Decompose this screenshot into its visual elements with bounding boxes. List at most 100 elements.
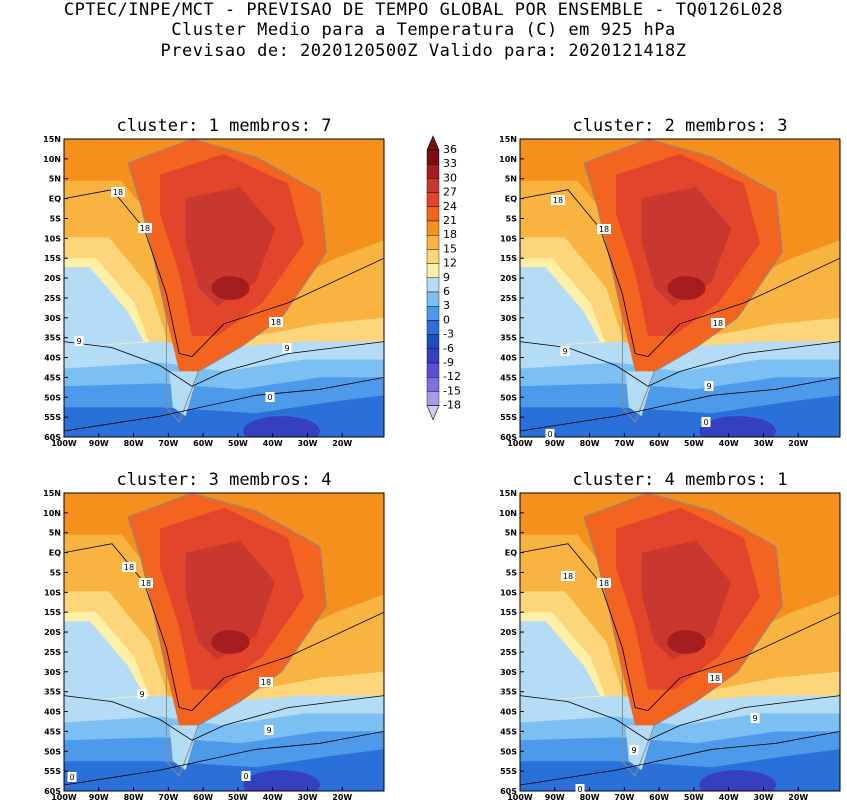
colorbar-label: -6 <box>443 342 454 355</box>
lat-label: 10S <box>500 588 517 597</box>
colorbar-swatch <box>426 206 440 222</box>
lat-label: 30S <box>44 314 61 323</box>
lon-label: 60W <box>649 793 669 802</box>
contour-label-bg <box>269 317 283 327</box>
lon-label: 90W <box>545 793 565 802</box>
coastline <box>127 139 327 424</box>
contour-label-bg <box>265 392 275 402</box>
map-field <box>520 493 840 791</box>
temp-band-30 <box>641 186 732 306</box>
coastline <box>127 493 327 778</box>
lat-label: 40S <box>44 708 61 717</box>
lat-label: 30S <box>500 314 517 323</box>
lon-label: 20W <box>788 793 808 802</box>
colorbar-label: 33 <box>443 157 457 170</box>
lon-label: 70W <box>614 439 634 448</box>
contour-label-bg <box>629 745 639 755</box>
lon-label: 60W <box>193 793 213 802</box>
map-field <box>64 139 384 437</box>
contour-label: 9 <box>562 347 567 356</box>
lat-label: EQ <box>49 195 61 204</box>
contour-label: 0 <box>547 430 552 439</box>
lat-label: 45S <box>44 727 61 736</box>
colorbar-label: 12 <box>443 257 457 270</box>
colorbar-label: 0 <box>443 313 450 326</box>
temp-band-minus6 <box>699 416 776 437</box>
lat-label: 50S <box>500 393 517 402</box>
lon-label: 20W <box>332 439 352 448</box>
temp-band-30 <box>185 540 276 660</box>
lat-label: 15S <box>500 254 517 263</box>
lon-label: 60W <box>193 439 213 448</box>
contour-label-bg <box>575 784 585 794</box>
contour-label: 18 <box>710 674 720 683</box>
colorbar-swatch <box>426 149 440 165</box>
temp-band-9 <box>520 267 600 348</box>
lon-label: 60W <box>649 439 669 448</box>
lat-label: 35S <box>500 688 517 697</box>
lat-label: 5N <box>49 175 61 184</box>
contour-label-bg <box>597 578 611 588</box>
colorbar-label: -12 <box>443 370 461 383</box>
contour-label: 18 <box>140 224 150 233</box>
colorbar-label: 9 <box>443 271 450 284</box>
lat-label: EQ <box>505 195 517 204</box>
lon-label: 40W <box>263 793 283 802</box>
lat-label: 50S <box>44 747 61 756</box>
map-frame <box>519 492 841 792</box>
temp-band-30 <box>641 540 732 660</box>
contour-label-bg <box>750 713 760 723</box>
contour-label: 0 <box>577 785 582 794</box>
lon-label: 80W <box>580 793 600 802</box>
lon-label: 100W <box>507 439 533 448</box>
contour-label-bg <box>701 417 711 427</box>
temp-band-minus6 <box>699 770 776 791</box>
lat-label: 15S <box>500 608 517 617</box>
subtitle-dates: Previsao de: 2020120500Z Valido para: 20… <box>160 41 687 61</box>
colorbar-label: 15 <box>443 242 457 255</box>
lat-label: 10N <box>499 509 517 518</box>
contour-label: 9 <box>706 382 711 391</box>
lat-label: 60S <box>44 787 61 796</box>
lat-label: 15S <box>44 254 61 263</box>
contour-label: 9 <box>266 726 271 735</box>
lat-label: 5S <box>50 568 62 577</box>
contour-label: 18 <box>113 188 123 197</box>
contour-label-bg <box>241 771 251 781</box>
lon-label: 90W <box>89 793 109 802</box>
map-frame <box>63 492 385 792</box>
coastline <box>583 139 783 424</box>
temp-band-9 <box>64 621 144 702</box>
map-field <box>64 493 384 791</box>
colorbar-label: 21 <box>443 214 457 227</box>
lon-label: 20W <box>332 793 352 802</box>
colorbar-label: 36 <box>443 143 457 156</box>
lat-label: 10S <box>44 588 61 597</box>
lat-label: 25S <box>500 648 517 657</box>
lon-label: 90W <box>89 439 109 448</box>
contour-label: 9 <box>284 344 289 353</box>
contour-9 <box>520 695 840 741</box>
contour-0 <box>520 731 840 786</box>
temp-band-33 <box>667 630 706 654</box>
lat-label: 20S <box>500 628 517 637</box>
lon-label: 70W <box>158 439 178 448</box>
lat-label: 35S <box>500 334 517 343</box>
contour-label-bg <box>560 346 570 356</box>
colorbar-swatch <box>426 348 440 364</box>
lat-label: 10N <box>43 155 61 164</box>
lat-label: 55S <box>500 413 517 422</box>
lat-label: 15S <box>44 608 61 617</box>
lat-label: 40S <box>44 354 61 363</box>
panel-title: cluster: 1 membros: 7 <box>117 116 332 136</box>
lat-label: 5N <box>49 529 61 538</box>
lon-label: 80W <box>124 793 144 802</box>
colorbar-swatch <box>426 163 440 179</box>
colorbar-label: -15 <box>443 384 461 397</box>
temp-band-9 <box>64 267 144 348</box>
lat-label: 15N <box>499 489 517 498</box>
map-panel-2: cluster: 2 membros: 3 15N 10N 5N EQ 5S 10S 15S 2… <box>499 116 841 448</box>
map-panel-3: cluster: 3 membros: 4 15N 10N 5N EQ 5S 10S 15S 2… <box>43 470 385 802</box>
